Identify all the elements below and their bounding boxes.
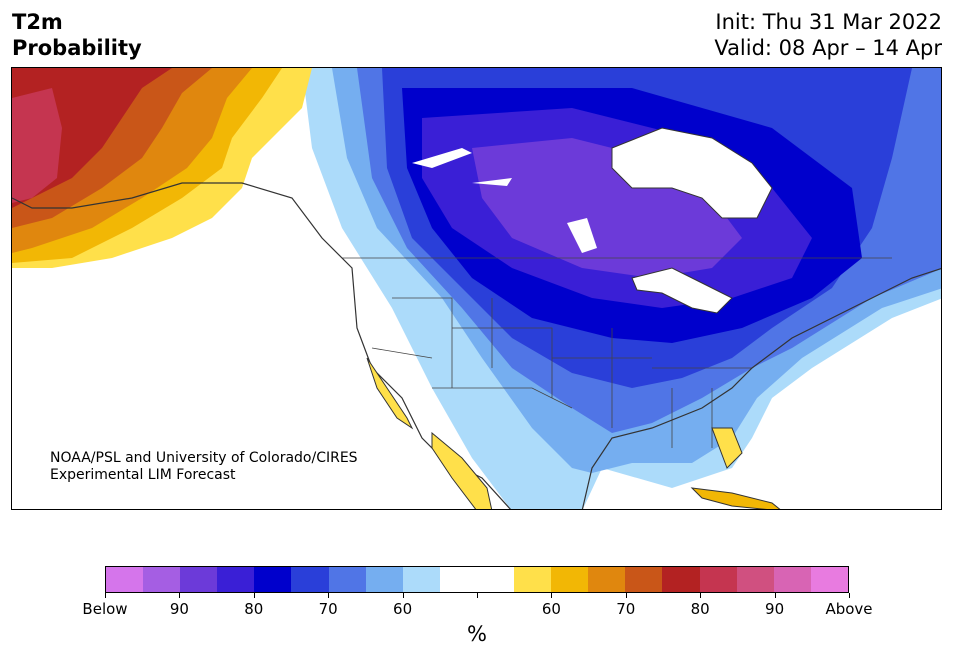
colorbar-unit: % xyxy=(467,622,487,646)
lake-2 xyxy=(472,178,512,186)
colorbar-tick-label: 80 xyxy=(244,600,264,618)
colorbar-tick xyxy=(105,593,106,598)
colorbar-tick xyxy=(700,593,702,598)
colorbar-tick-label: Above xyxy=(825,600,873,618)
product-label: Probability xyxy=(12,36,142,60)
colorbar-tick xyxy=(625,593,627,598)
credit-text: NOAA/PSL and University of Colorado/CIRE… xyxy=(50,450,358,484)
variable-label: T2m xyxy=(12,10,63,34)
colorbar-segment xyxy=(514,567,552,592)
hudson-bay xyxy=(611,127,773,219)
colorbar-tick xyxy=(477,593,478,598)
init-date: Init: Thu 31 Mar 2022 xyxy=(715,10,942,34)
colorbar-tick xyxy=(402,593,404,598)
forecast-map: NOAA/PSL and University of Colorado/CIRE… xyxy=(11,67,942,510)
mexico-warm xyxy=(431,431,493,509)
colorbar-segment xyxy=(699,567,737,592)
colorbar-tick-label: 70 xyxy=(616,600,636,618)
colorbar-segment xyxy=(254,567,292,592)
colorbar-tick-label: Below xyxy=(82,600,128,618)
colorbar-segment xyxy=(291,567,329,592)
colorbar-segment xyxy=(180,567,218,592)
colorbar-tick xyxy=(253,593,255,598)
great-lakes xyxy=(631,267,733,314)
credit-line-2: Experimental LIM Forecast xyxy=(50,467,236,483)
map-title: T2m Probability xyxy=(12,9,142,61)
colorbar-segment xyxy=(328,567,366,592)
lake-1 xyxy=(412,148,472,168)
colorbar-tick xyxy=(328,593,330,598)
colorbar-tick-label: 90 xyxy=(765,600,785,618)
colorbar-tick-label: 70 xyxy=(318,600,338,618)
baja-warm xyxy=(366,357,414,430)
colorbar-segment xyxy=(365,567,403,592)
colorbar-segment xyxy=(143,567,181,592)
colorbar-segment xyxy=(439,567,477,592)
colorbar-segment xyxy=(588,567,626,592)
colorbar-tick xyxy=(551,593,553,598)
colorbar-tick xyxy=(179,593,181,598)
colorbar-segment xyxy=(217,567,255,592)
colorbar xyxy=(105,566,849,593)
colorbar-tick-label: 60 xyxy=(393,600,413,618)
cuba xyxy=(690,487,781,509)
florida xyxy=(711,427,743,469)
colorbar-tick-label: 90 xyxy=(169,600,189,618)
colorbar-segment xyxy=(402,567,440,592)
colorbar-segment xyxy=(551,567,589,592)
colorbar-segment xyxy=(736,567,774,592)
colorbar-segment xyxy=(662,567,700,592)
colorbar-segment xyxy=(106,567,144,592)
borders xyxy=(342,257,892,448)
colorbar-tick xyxy=(849,593,850,598)
colorbar-segment xyxy=(810,567,848,592)
map-canvas xyxy=(12,68,941,509)
credit-line-1: NOAA/PSL and University of Colorado/CIRE… xyxy=(50,450,358,466)
colorbar-tick-label: 60 xyxy=(541,600,561,618)
colorbar-tick xyxy=(774,593,776,598)
colorbar-tick-label: 80 xyxy=(690,600,710,618)
valid-range: Valid: 08 Apr – 14 Apr xyxy=(714,36,942,60)
colorbar-segment xyxy=(476,567,515,592)
lake-3 xyxy=(567,218,597,253)
forecast-dates: Init: Thu 31 Mar 2022 Valid: 08 Apr – 14… xyxy=(714,9,942,61)
above-97-band xyxy=(12,88,62,203)
colorbar-segment xyxy=(773,567,811,592)
colorbar-segment xyxy=(625,567,663,592)
